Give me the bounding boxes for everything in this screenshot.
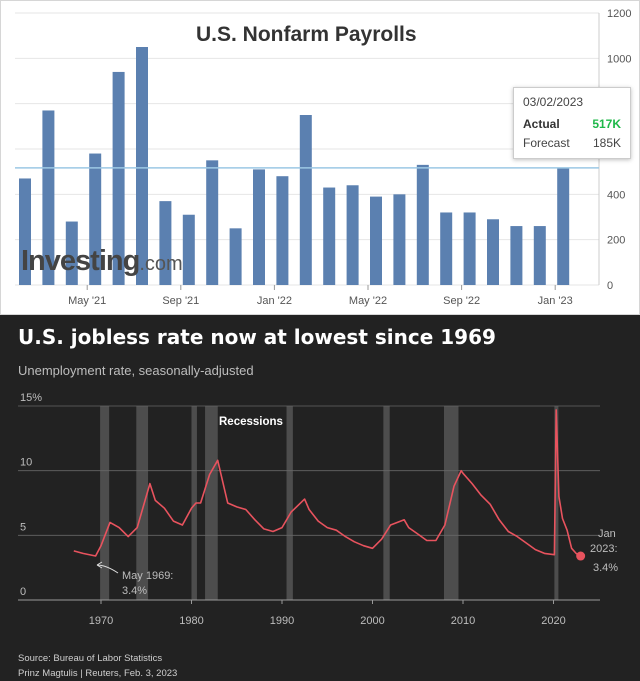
x-tick-label: Sep '21: [162, 295, 199, 307]
recession-band: [383, 406, 390, 600]
bar: [299, 115, 312, 285]
bar: [182, 214, 195, 285]
y-tick-label: 400: [607, 189, 625, 201]
logo-suffix-text: .com: [139, 253, 183, 275]
bar: [323, 187, 336, 285]
annotation-2023-line2: 2023:: [590, 543, 618, 555]
x-tick-label: 2020: [541, 615, 565, 627]
tooltip-forecast-value: 185K: [592, 136, 621, 150]
bar: [440, 212, 453, 285]
bar: [19, 178, 31, 285]
recession-band: [443, 406, 459, 600]
tooltip-actual-row: Actual 517K: [523, 117, 621, 131]
bar: [463, 212, 476, 285]
annotation-2023-line1: Jan: [598, 528, 616, 540]
recession-band: [100, 406, 110, 600]
jobless-panel: Recessions 0 5 10 15% 1970 1980 1990 2000 2010 202…: [0, 315, 640, 681]
bar: [159, 201, 172, 285]
tooltip-forecast-label: Forecast: [523, 136, 570, 150]
bar: [533, 226, 546, 285]
tooltip-forecast-row: Forecast 185K: [523, 136, 621, 150]
tooltip-actual-value: 517K: [592, 117, 621, 131]
y-tick-label: 1200: [607, 8, 631, 20]
annotation-2023-line3: 3.4%: [593, 562, 618, 574]
bar: [206, 160, 219, 285]
recession-band: [191, 406, 197, 600]
logo-main-text: Investing: [21, 245, 140, 277]
recession-band: [205, 406, 218, 600]
x-tick-label: Jan '22: [257, 295, 292, 307]
bar: [510, 226, 523, 285]
bar: [136, 47, 148, 285]
y-tick-label: 15%: [20, 392, 42, 404]
y-tick-label: 0: [20, 586, 26, 598]
bar: [276, 176, 289, 285]
bar: [253, 169, 265, 285]
y-tick-label: 0: [607, 280, 613, 292]
y-tick-label: 5: [20, 521, 26, 533]
source-note: Source: Bureau of Labor Statistics: [18, 653, 163, 664]
annotation-arrowhead: [96, 561, 103, 569]
x-tick-label: 1990: [270, 615, 294, 627]
y-tick-label: 10: [20, 457, 32, 469]
bar: [229, 228, 242, 285]
bar: [89, 153, 102, 285]
annotation-1969-line2: 3.4%: [122, 585, 147, 597]
bar: [346, 185, 359, 285]
x-tick-label: May '21: [68, 295, 106, 307]
bar: [416, 164, 429, 285]
tooltip-actual-label: Actual: [523, 117, 560, 131]
recession-band: [136, 406, 149, 600]
jobless-subtitle: Unemployment rate, seasonally-adjusted: [18, 363, 254, 378]
x-tick-label: 1980: [179, 615, 203, 627]
x-tick-label: May '22: [349, 295, 387, 307]
unemployment-line: [73, 409, 582, 557]
bar: [557, 167, 570, 285]
data-tooltip: 03/02/2023 Actual 517K Forecast 185K: [513, 87, 631, 159]
jobless-title: U.S. jobless rate now at lowest since 19…: [18, 325, 496, 349]
x-tick-label: 2000: [360, 615, 384, 627]
y-tick-label: 200: [607, 235, 625, 247]
x-tick-label: Jan '23: [538, 295, 573, 307]
bar: [393, 194, 406, 285]
x-tick-label: Sep '22: [443, 295, 480, 307]
tooltip-date: 03/02/2023: [523, 95, 584, 109]
recession-band: [554, 406, 559, 600]
jobless-chart: Recessions 0 5 10 15% 1970 1980 1990 2000 2010 202…: [18, 392, 618, 627]
bar: [487, 219, 499, 285]
x-tick-label: 2010: [451, 615, 475, 627]
credit-note: Prinz Magtulis | Reuters, Feb. 3, 2023: [18, 668, 178, 679]
annotation-1969-line1: May 1969:: [122, 570, 173, 582]
recession-band: [286, 406, 293, 600]
latest-point: [576, 551, 586, 561]
bar: [370, 196, 382, 285]
bar: [65, 221, 78, 285]
payrolls-title: U.S. Nonfarm Payrolls: [196, 23, 417, 46]
bar: [42, 110, 55, 285]
annotation-arrow: [96, 564, 119, 574]
y-tick-label: 1000: [607, 53, 631, 65]
bar: [112, 71, 125, 285]
x-tick-label: 1970: [89, 615, 113, 627]
recessions-label: Recessions: [219, 416, 283, 428]
investing-logo: Investing.com: [21, 245, 183, 278]
